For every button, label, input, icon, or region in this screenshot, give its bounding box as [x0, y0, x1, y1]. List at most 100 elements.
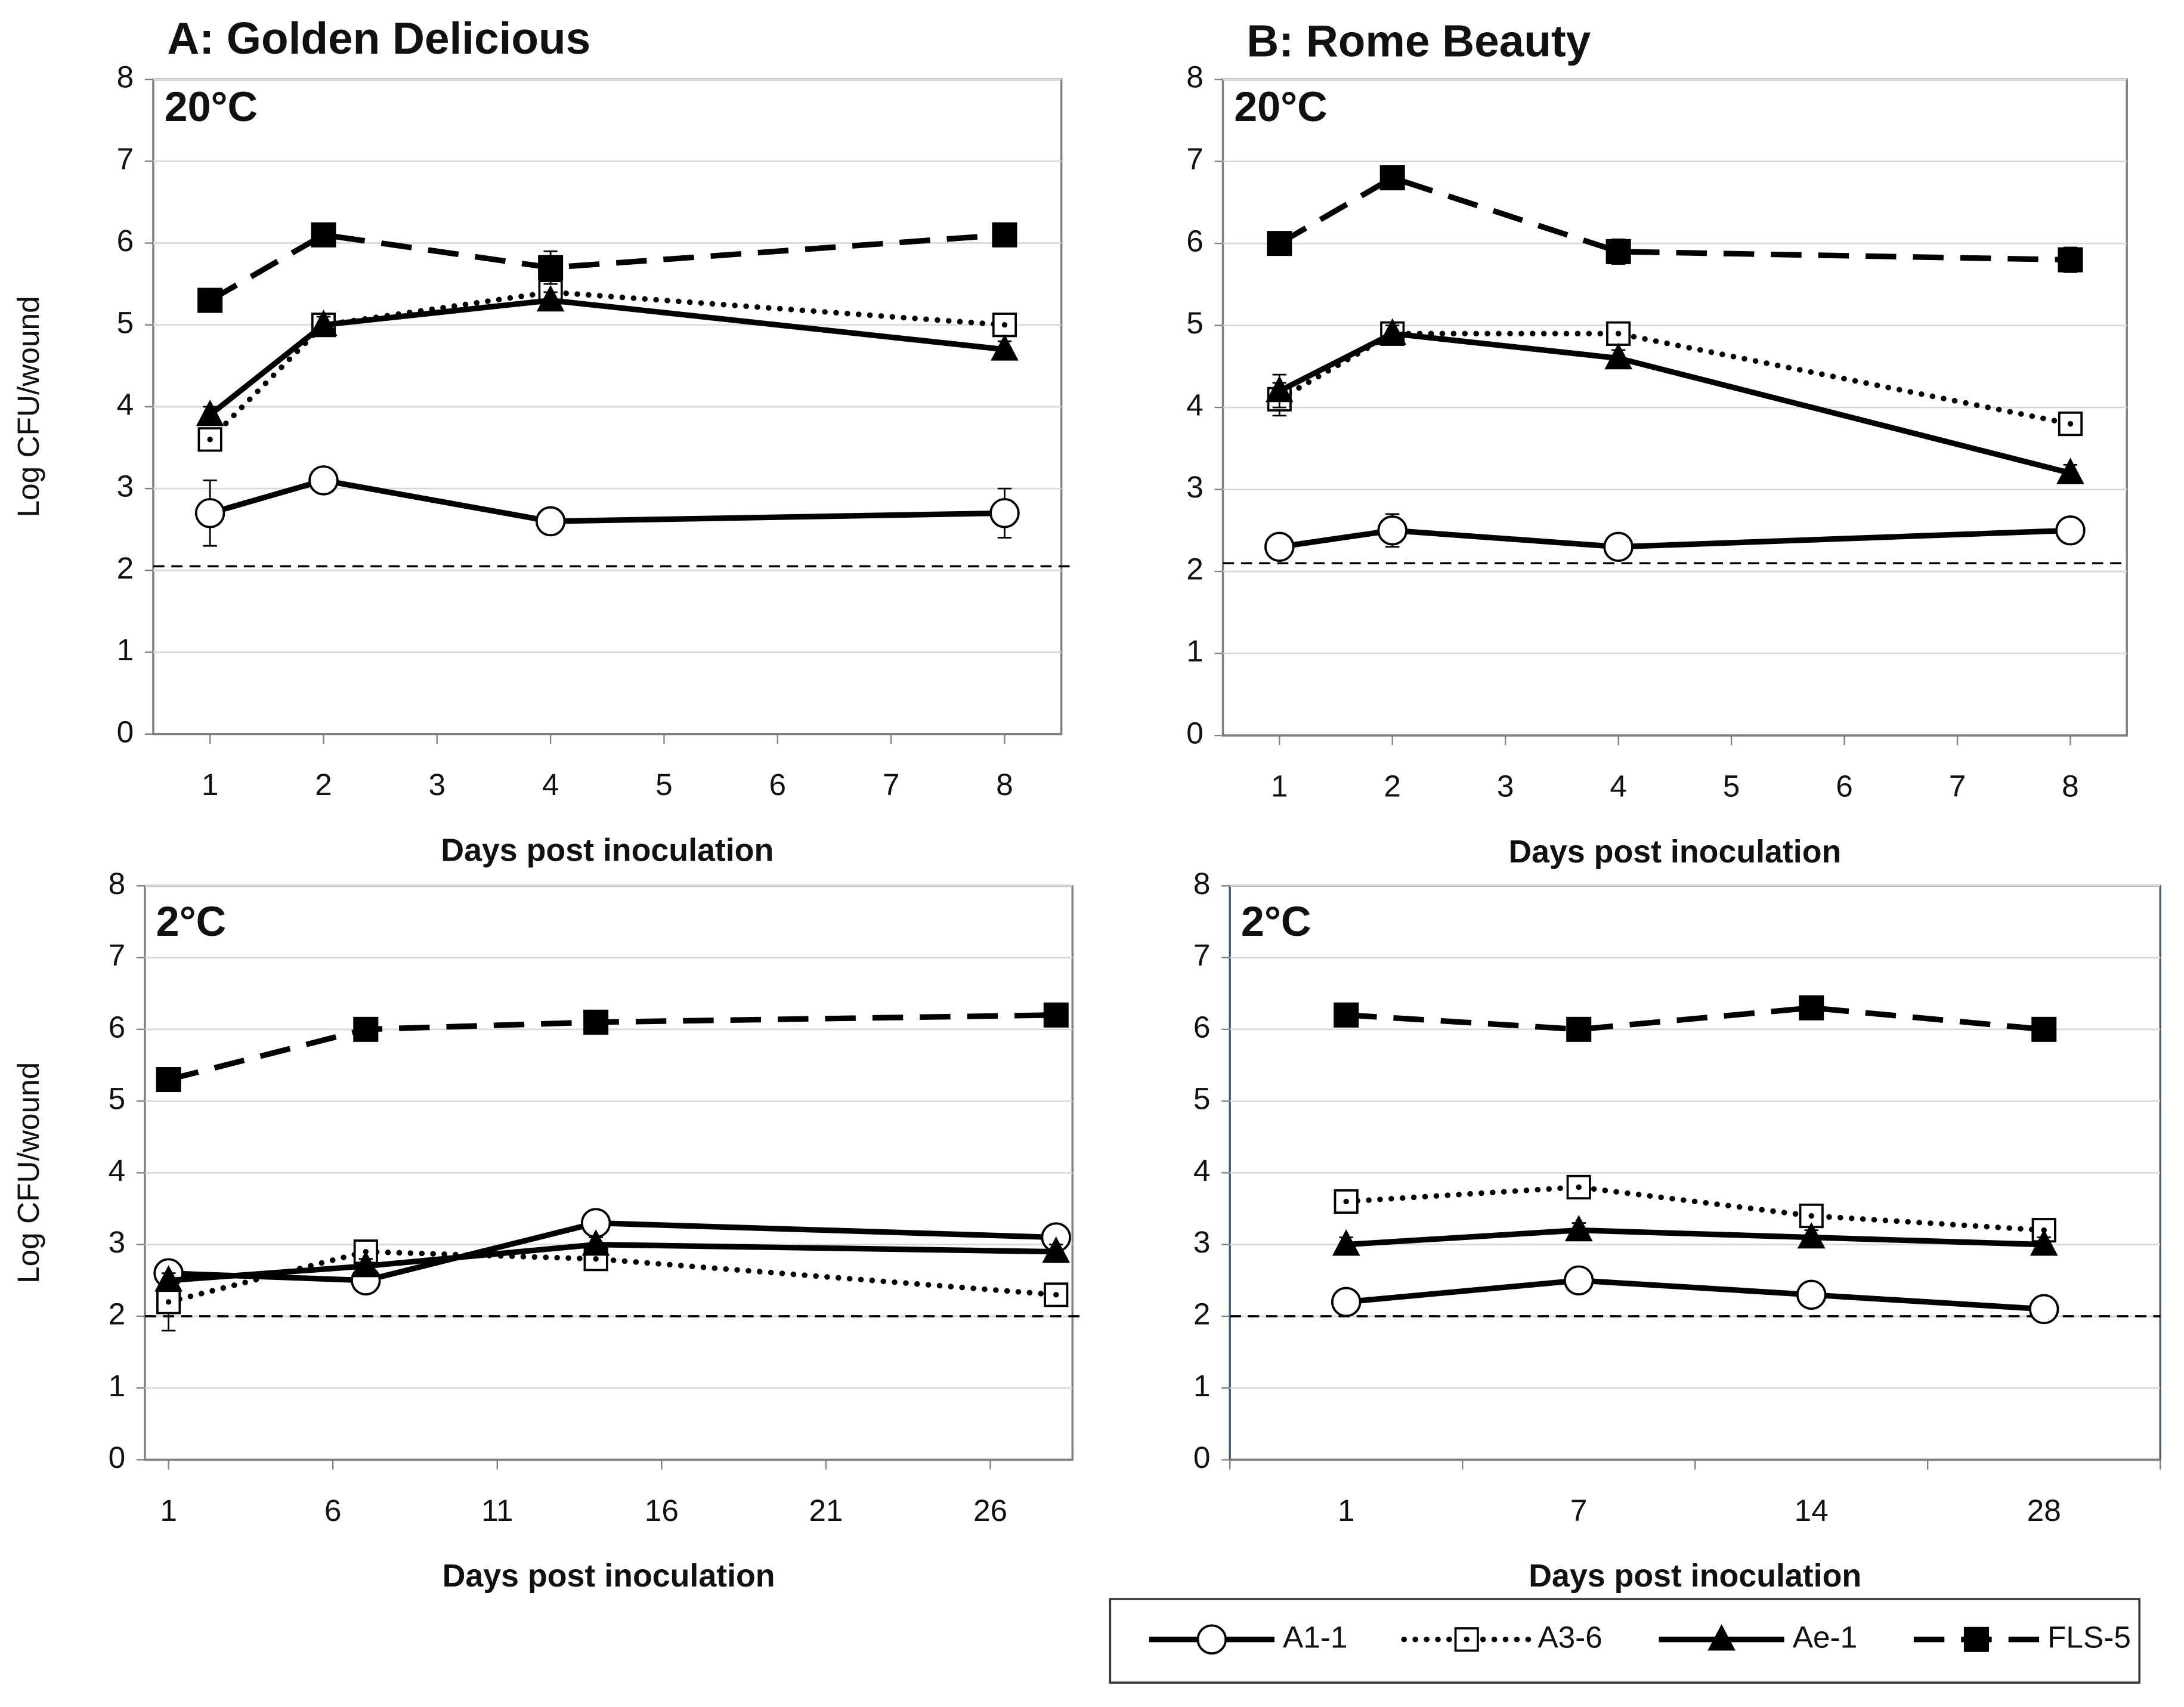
y-tick-label: 6	[117, 223, 134, 258]
marker-dot	[1576, 1184, 1582, 1190]
marker	[991, 334, 1019, 361]
chart-title: B: Rome Beauty	[1246, 16, 1591, 66]
y-tick-label: 5	[1186, 305, 1204, 340]
marker	[2030, 1229, 2058, 1256]
marker	[1042, 1236, 1071, 1263]
marker-dot	[1615, 330, 1622, 337]
series-line	[168, 1241, 1056, 1284]
x-tick-label: 7	[883, 767, 900, 802]
marker	[154, 1265, 182, 1292]
x-tick-label: 5	[655, 767, 673, 802]
marker	[2058, 412, 2083, 437]
marker	[992, 313, 1017, 338]
marker-dot	[1343, 1198, 1349, 1205]
marker	[1606, 321, 1631, 346]
x-tick-label: 7	[1570, 1493, 1588, 1527]
y-tick-label: 8	[109, 866, 126, 901]
marker	[1963, 1626, 1989, 1652]
series-line	[1343, 1184, 2047, 1233]
marker	[196, 399, 224, 426]
marker-body	[1044, 1282, 1069, 1307]
y-tick-label: 3	[117, 469, 134, 503]
x-tick-label: 7	[1949, 768, 1966, 803]
marker	[351, 1251, 380, 1278]
y-tick-label: 5	[117, 305, 134, 339]
x-tick-label: 1	[160, 1493, 177, 1527]
x-axis-label: Days post inoculation	[443, 1558, 775, 1594]
series-line	[208, 231, 1005, 303]
series-line	[1277, 175, 2071, 263]
marker	[197, 287, 223, 313]
x-tick-label: 1	[202, 767, 219, 802]
marker	[1267, 231, 1292, 256]
x-tick-label: 11	[481, 1493, 513, 1527]
marker	[581, 1229, 610, 1256]
marker	[1563, 1265, 1594, 1296]
marker	[194, 498, 225, 528]
marker	[2056, 457, 2084, 484]
chart-title: A: Golden Delicious	[167, 13, 590, 63]
y-axis-label: Log CFU/wound	[11, 296, 45, 517]
y-tick-label: 8	[1193, 866, 1211, 901]
series-line	[1278, 330, 2071, 476]
marker	[1564, 1214, 1593, 1242]
marker	[1196, 1624, 1227, 1655]
y-tick-label: 6	[1186, 224, 1204, 258]
marker-dot	[165, 1299, 172, 1305]
y-tick-label: 6	[109, 1009, 126, 1044]
panel-label: 2°C	[1241, 898, 1311, 945]
x-tick-label: 2	[1384, 768, 1401, 803]
y-tick-label: 1	[109, 1368, 126, 1403]
y-tick-label: 2	[117, 551, 134, 585]
marker	[1334, 1189, 1359, 1214]
marker	[989, 498, 1020, 528]
y-tick-label: 1	[117, 632, 134, 667]
marker-dot	[1001, 322, 1008, 328]
x-tick-label: 14	[1795, 1493, 1829, 1527]
series-line	[1276, 330, 2074, 427]
series-line	[1345, 1005, 2044, 1032]
marker	[308, 465, 339, 496]
marker-dot	[2067, 420, 2074, 427]
y-tick-label: 1	[1186, 633, 1204, 668]
series-line	[208, 297, 1005, 418]
y-tick-label: 1	[1193, 1368, 1211, 1403]
y-tick-label: 0	[1193, 1440, 1211, 1474]
y-tick-label: 8	[117, 60, 134, 94]
marker	[310, 310, 338, 336]
y-tick-label: 7	[117, 141, 134, 176]
series-line	[1279, 527, 2071, 550]
x-tick-label: 4	[542, 767, 559, 802]
legend-label: A3-6	[1538, 1619, 1602, 1654]
y-tick-label: 7	[1193, 938, 1211, 972]
marker	[2058, 247, 2083, 273]
marker	[992, 222, 1017, 248]
y-tick-label: 5	[109, 1081, 126, 1116]
series-line	[209, 477, 1005, 524]
y-tick-label: 0	[117, 714, 134, 749]
marker	[2031, 1016, 2057, 1042]
marker	[1044, 1282, 1069, 1307]
marker	[353, 1016, 379, 1042]
x-tick-label: 21	[809, 1493, 843, 1527]
series-line	[207, 289, 1008, 443]
marker	[1378, 318, 1407, 345]
x-tick-label: 6	[324, 1493, 342, 1527]
y-tick-label: 3	[1186, 469, 1204, 504]
x-tick-label: 1	[1338, 1493, 1355, 1527]
legend-label: Ae-1	[1793, 1619, 1857, 1654]
x-axis-label: Days post inoculation	[441, 832, 774, 868]
marker	[2055, 515, 2086, 546]
marker-dot	[1808, 1213, 1814, 1219]
x-tick-label: 2	[315, 767, 332, 802]
marker	[1603, 531, 1634, 562]
marker	[1331, 1287, 1362, 1318]
panel-label: 20°C	[1234, 84, 1328, 130]
x-tick-label: 3	[1497, 768, 1514, 803]
marker	[1796, 1279, 1827, 1310]
y-tick-label: 2	[109, 1296, 126, 1331]
marker-dot	[593, 1256, 599, 1262]
x-tick-label: 5	[1723, 768, 1740, 803]
marker	[1265, 375, 1294, 403]
